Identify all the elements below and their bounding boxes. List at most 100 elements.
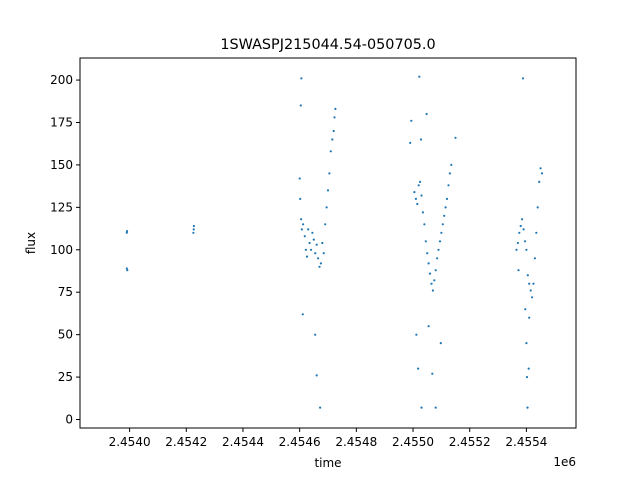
y-tick-label: 100 — [50, 243, 73, 257]
data-point — [426, 252, 429, 255]
data-point — [523, 240, 527, 243]
data-point — [301, 313, 304, 316]
data-point — [317, 257, 320, 260]
data-point — [125, 230, 129, 233]
data-point — [540, 172, 544, 175]
x-axis-offset-label: 1e6 — [553, 455, 576, 469]
data-point — [305, 255, 309, 258]
data-point — [312, 238, 315, 241]
x-tick-label: 2.4540 — [109, 435, 151, 449]
data-point — [428, 272, 432, 275]
data-point — [525, 376, 529, 379]
data-point — [321, 241, 324, 245]
data-point — [417, 367, 420, 370]
data-point — [521, 77, 525, 80]
data-point — [538, 180, 541, 183]
x-axis-label: time — [314, 456, 341, 470]
x-tick-label: 2.4542 — [165, 435, 207, 449]
data-point — [192, 231, 195, 234]
data-point — [531, 296, 534, 299]
data-point — [447, 184, 450, 187]
y-tick-label: 0 — [65, 413, 73, 427]
data-point — [326, 189, 330, 192]
data-point — [431, 372, 434, 375]
data-point — [522, 228, 525, 231]
data-point — [418, 75, 421, 78]
data-point — [528, 316, 531, 319]
x-tick-label: 2.4552 — [449, 435, 491, 449]
data-point — [443, 214, 446, 217]
y-tick-label: 125 — [50, 200, 73, 214]
data-point — [299, 197, 302, 200]
data-point — [526, 274, 529, 277]
data-point — [409, 141, 412, 144]
data-point — [322, 252, 325, 255]
data-point — [427, 262, 430, 265]
data-point — [299, 104, 302, 107]
data-point — [532, 282, 535, 285]
y-axis-label: flux — [24, 232, 38, 254]
data-point — [454, 136, 457, 139]
x-tick-label: 2.4544 — [222, 435, 264, 449]
data-point — [533, 257, 537, 260]
data-point — [529, 289, 532, 292]
data-point — [192, 228, 195, 231]
data-point — [420, 194, 423, 197]
data-point — [535, 231, 538, 234]
data-point — [319, 406, 322, 409]
data-point — [314, 333, 317, 336]
data-point — [314, 252, 317, 255]
data-point — [324, 223, 327, 226]
data-point — [518, 231, 521, 234]
data-point — [315, 374, 318, 377]
data-point — [410, 119, 413, 122]
data-point — [332, 129, 335, 133]
data-point — [516, 241, 520, 245]
data-point — [448, 172, 451, 175]
data-point — [450, 163, 453, 166]
data-point — [424, 240, 427, 243]
data-point — [427, 325, 430, 328]
data-point — [430, 282, 433, 285]
data-point — [525, 342, 528, 345]
data-point — [419, 180, 422, 183]
data-points — [125, 75, 544, 409]
data-point — [436, 257, 439, 260]
data-point — [419, 138, 423, 141]
y-axis-ticks: 0 25 50 75 100 125 150 175 200 — [50, 73, 80, 427]
data-point — [438, 240, 442, 243]
data-point — [434, 269, 437, 272]
data-point — [413, 191, 416, 194]
data-point — [536, 206, 539, 209]
x-tick-label: 2.4550 — [392, 435, 434, 449]
data-point — [315, 243, 318, 246]
data-point — [444, 206, 447, 209]
data-point — [298, 177, 301, 180]
data-point — [437, 248, 440, 251]
data-point — [125, 231, 128, 234]
data-point — [521, 218, 524, 221]
data-point — [515, 248, 518, 251]
data-point — [126, 269, 129, 272]
y-tick-label: 75 — [58, 285, 73, 299]
data-point — [445, 197, 449, 200]
data-point — [333, 116, 336, 119]
data-point — [303, 235, 306, 238]
x-tick-label: 2.4554 — [505, 435, 547, 449]
data-point — [302, 223, 305, 226]
data-point — [300, 77, 303, 80]
data-point — [519, 224, 522, 228]
data-point — [416, 202, 419, 206]
data-point — [527, 367, 530, 370]
y-tick-label: 150 — [50, 158, 73, 172]
data-point — [311, 231, 314, 234]
y-tick-label: 175 — [50, 115, 73, 129]
data-point — [439, 342, 442, 345]
y-tick-label: 50 — [58, 328, 73, 342]
data-point — [423, 223, 426, 226]
data-point — [304, 248, 307, 251]
data-point — [331, 138, 334, 141]
data-point — [433, 279, 436, 282]
